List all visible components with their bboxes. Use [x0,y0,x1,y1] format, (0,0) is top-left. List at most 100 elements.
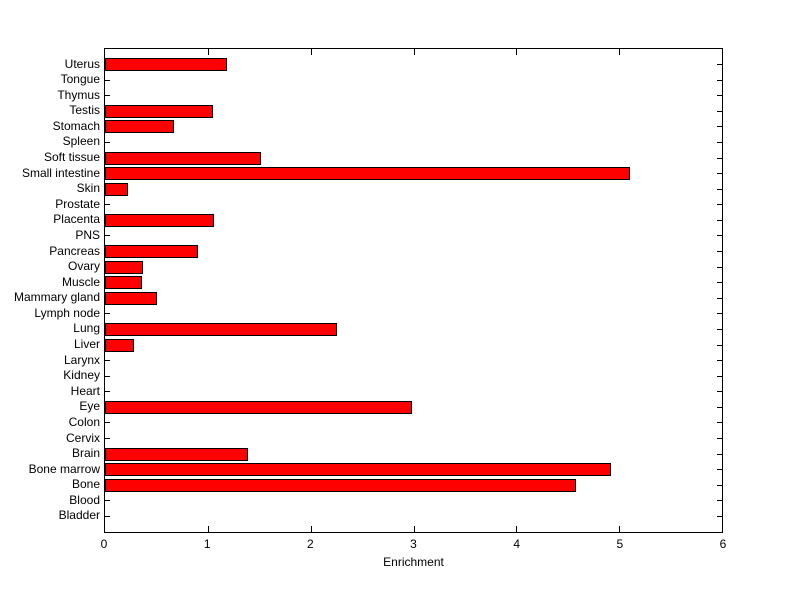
y-tick-mark [717,235,722,237]
bar [105,276,143,290]
y-tick-label: Brain [71,446,100,461]
x-tick-label: 5 [616,537,624,551]
y-tick-mark [717,219,722,221]
x-tick-label: 1 [203,537,211,551]
bar [105,58,228,72]
bar [105,260,144,274]
y-tick-label: Bone [71,477,100,492]
y-tick-mark [717,266,722,268]
y-tick-mark [105,79,110,81]
y-tick-mark [717,297,722,299]
y-tick-mark [105,391,110,393]
x-tick-label: 4 [513,537,520,551]
x-tick-mark [619,49,621,55]
bar [105,104,213,118]
x-tick-mark [207,526,209,532]
y-tick-mark [717,500,722,502]
y-tick-label: Larynx [63,352,100,367]
y-tick-mark [105,313,110,315]
y-tick-mark [717,484,722,486]
y-tick-label: Uterus [64,56,100,71]
y-tick-mark [717,515,722,517]
y-tick-mark [105,204,110,206]
y-tick-label: Tongue [60,72,100,87]
y-tick-label: Colon [68,414,100,429]
y-tick-mark [717,204,722,206]
x-tick-mark [310,49,312,55]
bar [105,447,248,461]
y-tick-mark [717,141,722,143]
y-tick-label: Spleen [62,134,100,149]
y-tick-label: Kidney [63,368,100,383]
y-tick-mark [105,95,110,97]
bar [105,338,134,352]
y-tick-label: Soft tissue [43,150,100,165]
x-tick-mark [619,526,621,532]
bar [105,322,338,336]
y-tick-mark [717,282,722,284]
y-tick-label: Liver [73,337,100,352]
y-tick-mark [717,438,722,440]
bar [105,120,174,134]
y-axis-labels: Uterus Tongue Thymus Testis Stomach Spleen Sof… [0,48,100,533]
y-tick-mark [717,251,722,253]
y-tick-mark [717,344,722,346]
y-tick-label: Heart [70,383,100,398]
y-tick-label: Ovary [67,259,100,274]
x-tick-label: 2 [306,537,314,551]
y-tick-mark [717,157,722,159]
y-tick-mark [717,79,722,81]
y-tick-label: Thymus [57,87,100,102]
y-tick-mark [717,422,722,424]
bar [105,291,158,305]
y-tick-label: Cervix [65,430,100,445]
y-tick-label: Placenta [53,212,100,227]
y-tick-mark [105,375,110,377]
y-tick-label: PNS [75,227,100,242]
y-tick-mark [105,141,110,143]
x-axis-title: Enrichment [383,555,444,569]
y-tick-label: Small intestine [21,165,100,180]
y-tick-label: Bone marrow [28,461,100,476]
y-tick-mark [105,360,110,362]
y-tick-mark [717,391,722,393]
y-tick-label: Pancreas [49,243,100,258]
y-tick-mark [105,235,110,237]
bar [105,213,214,227]
y-tick-mark [717,173,722,175]
plot-area [104,48,723,533]
y-tick-mark [717,64,722,66]
bar [105,167,631,181]
y-tick-label: Eye [79,399,100,414]
y-tick-mark [105,438,110,440]
y-tick-mark [717,313,722,315]
y-tick-label: Stomach [52,118,100,133]
x-tick-mark [413,526,415,532]
x-tick-mark [516,526,518,532]
x-tick-mark [207,49,209,55]
y-tick-label: Lymph node [34,305,100,320]
bar [105,245,198,259]
x-tick-label: 3 [410,537,417,551]
y-tick-mark [717,453,722,455]
y-tick-label: Bladder [58,508,100,523]
y-tick-mark [717,469,722,471]
y-tick-mark [717,328,722,330]
y-tick-label: Testis [69,103,100,118]
bar [105,400,413,414]
y-tick-mark [717,188,722,190]
y-tick-mark [717,126,722,128]
y-tick-label: Lung [73,321,100,336]
x-tick-mark [310,526,312,532]
y-tick-mark [105,500,110,502]
bar [105,478,576,492]
y-tick-mark [105,422,110,424]
x-axis-tick-labels: 0 1 2 3 4 5 6 [101,537,727,553]
bar [105,182,128,196]
y-tick-label: Skin [76,181,100,196]
y-tick-label: Mammary gland [13,290,100,305]
x-tick-mark [413,49,415,55]
y-tick-label: Blood [69,492,100,507]
y-tick-mark [717,110,722,112]
